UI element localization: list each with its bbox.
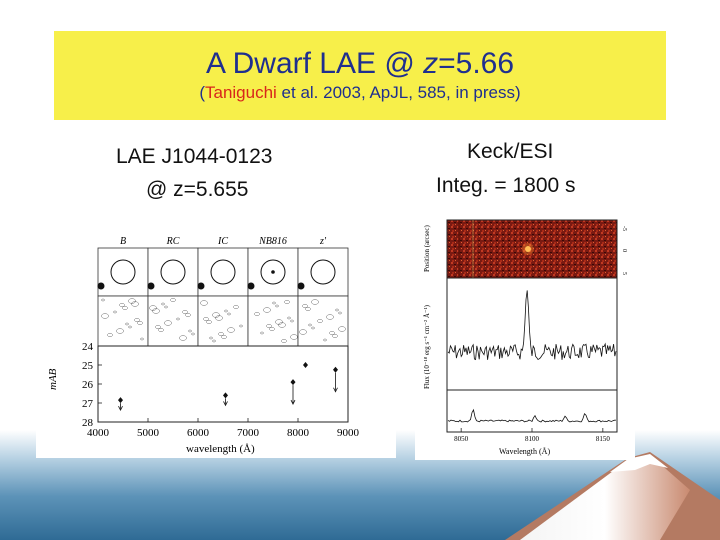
x-tick-label: 5000 [137, 427, 160, 439]
image-stamp [97, 247, 149, 297]
neighbor-source [97, 282, 105, 290]
author-name: Taniguchi [205, 83, 277, 102]
slide-subtitle: (Taniguchi et al. 2003, ApJL, 585, in pr… [199, 83, 521, 102]
spectrum-xlabel: Wavelength (Å) [499, 447, 550, 456]
image-stamp [197, 247, 249, 297]
x-tick-label: 8000 [287, 427, 310, 439]
y-tick-label: 25 [82, 360, 94, 372]
x-tick-label: 4000 [87, 427, 110, 439]
contour-stamp [247, 295, 299, 347]
aperture-circle [310, 259, 336, 285]
contour-lines [200, 300, 243, 343]
spectrum-x-tick: 8150 [596, 435, 611, 443]
left-figure: B RC IC NB816 z' 4000 5000 6000 7000 8000 9000 24 2… [36, 230, 396, 458]
lya-emission-blob [525, 246, 531, 252]
neighbor-source [197, 282, 205, 290]
neighbor-source [297, 282, 305, 290]
x-tick-label: 9000 [337, 427, 360, 439]
2d-spectrum [446, 219, 618, 279]
photometry-point [223, 392, 228, 399]
contour-stamp [97, 295, 149, 347]
sed-plot-frame [97, 345, 349, 423]
image-stamp [297, 247, 349, 297]
photometry-point [333, 366, 338, 373]
title-box: A Dwarf LAE @ z=5.66 (Taniguchi et al. 2… [54, 31, 666, 120]
spectrum-x-tick: 8100 [525, 435, 540, 443]
y-tick-label: 26 [82, 379, 94, 391]
photometry-point [303, 362, 308, 368]
y-tick-label: 24 [82, 341, 94, 353]
band-label: NB816 [258, 236, 287, 247]
arrow-head [290, 399, 296, 405]
spectrum-figure: 8050 8100 8150 Position (arcsec) Flux (10⁻… [423, 219, 627, 456]
neighbor-source [147, 282, 155, 290]
spectrum-x-tick: 8050 [454, 435, 469, 443]
aperture-circle [160, 259, 186, 285]
image-stamp [147, 247, 199, 297]
y-tick-label: 27 [82, 398, 94, 410]
contour-stamp [297, 295, 349, 347]
band-label: B [120, 236, 126, 247]
arrow-head [118, 405, 123, 412]
sed-xlabel: wavelength (Å) [186, 443, 255, 455]
sky-spectrum-line [447, 408, 617, 423]
aperture-circle [210, 259, 236, 285]
position-tick: 5 [621, 272, 627, 275]
band-label: z' [319, 236, 327, 247]
photometry-point [290, 379, 296, 386]
x-tick-label: 6000 [187, 427, 210, 439]
y-tick-label: 28 [82, 417, 94, 429]
aperture-circle [260, 259, 286, 285]
integration-label: Integ. = 1800 s [436, 174, 576, 197]
lae-source [271, 270, 275, 274]
band-label: RC [166, 236, 180, 247]
sky-spectrum-frame [446, 389, 618, 433]
band-label: IC [217, 236, 228, 247]
instrument-label: Keck/ESI [467, 140, 554, 163]
sed-ylabel: mAB [47, 368, 59, 390]
redshift-label: @ z=5.655 [146, 178, 249, 201]
position-tick: -5 [621, 226, 627, 231]
neighbor-source [247, 282, 255, 290]
contour-lines [299, 299, 346, 342]
x-tick-label: 7000 [237, 427, 260, 439]
right-figure: 8050 8100 8150 Position (arcsec) Flux (10⁻… [415, 214, 635, 460]
contour-lines [101, 298, 144, 341]
photometry-point [118, 397, 123, 404]
contour-lines [149, 298, 195, 341]
object-name-label: LAE J1044-0123 [116, 145, 273, 168]
arrow-head [333, 387, 338, 393]
position-ylabel: Position (arcsec) [423, 224, 431, 272]
aperture-circle [110, 259, 136, 285]
photometry-figure: B RC IC NB816 z' 4000 5000 6000 7000 8000 9000 24 2… [47, 236, 360, 455]
spectrum-line [447, 290, 617, 361]
contour-stamp [147, 295, 199, 347]
arrow-head [223, 401, 228, 407]
position-tick: 0 [621, 249, 627, 252]
flux-ylabel: Flux (10⁻¹⁸ erg s⁻¹ cm⁻² Å⁻¹) [423, 304, 431, 389]
1d-spectrum-frame [446, 277, 618, 391]
slide-title: A Dwarf LAE @ z=5.66 [205, 47, 515, 80]
contour-lines [254, 300, 298, 343]
